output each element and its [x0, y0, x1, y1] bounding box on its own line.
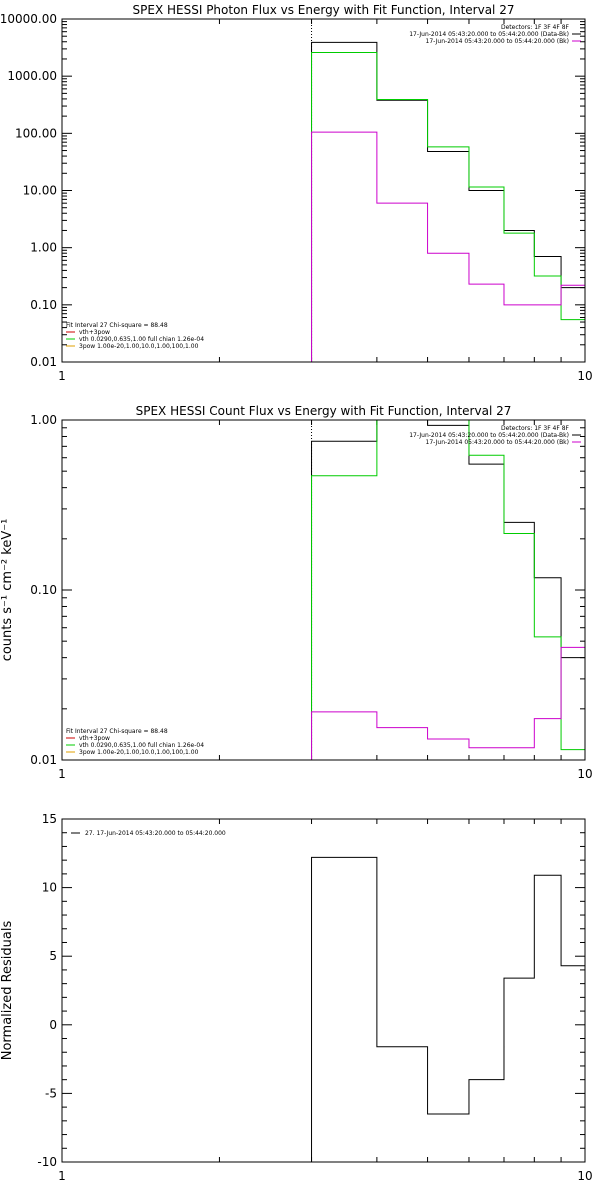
x-tick-label: 1 — [58, 1169, 66, 1183]
x-ticks — [61, 819, 586, 1162]
y-tick-label: 0.01 — [30, 355, 57, 369]
x-tick-label: 10 — [577, 767, 592, 781]
legend-fit-text: 3pow 1.00e-20,1.00,10.0,1.00,100,1.00 — [79, 343, 199, 350]
y-tick-label: 0.10 — [30, 298, 57, 312]
legend-top-text: Detectors: 1F 3F 4F 8F — [501, 24, 570, 31]
y-ticks — [62, 18, 585, 363]
y-tick-label: 1.00 — [30, 241, 57, 255]
series-1-line — [311, 420, 585, 760]
y-tick-label: -5 — [45, 1086, 57, 1100]
y-tick-label: 100.00 — [15, 126, 57, 140]
y-ticks — [62, 419, 585, 761]
y-tick-label: 10.00 — [23, 184, 57, 198]
y-tick-label: 5 — [49, 949, 57, 963]
legend-fit-text: vth 0.0290,0.635,1.00 full chian 1.26e-0… — [79, 742, 204, 749]
chart-title: SPEX HESSI Photon Flux vs Energy with Fi… — [133, 3, 515, 17]
y-axis-label: counts s⁻¹ cm⁻² keV⁻¹ — [0, 519, 15, 662]
series-3-line — [311, 646, 585, 760]
y-tick-label: 0 — [49, 1018, 57, 1032]
chart-panel-3: Normalized Residuals 1 10 -10 -5 0 5 10 15 27. 17… — [0, 812, 593, 1183]
y-tick-label: -10 — [37, 1155, 57, 1169]
x-tick-label: 10 — [577, 1169, 592, 1183]
y-tick-label: 10 — [42, 881, 57, 895]
series-1-line — [311, 41, 585, 362]
x-ticks — [61, 19, 586, 362]
series-3-line — [311, 131, 585, 362]
series-2-line — [311, 51, 585, 362]
legend-fit-text: vth 0.0290,0.635,1.00 full chian 1.26e-0… — [79, 336, 204, 343]
plot-frame — [61, 419, 586, 761]
chart-title: SPEX HESSI Count Flux vs Energy with Fit… — [136, 404, 512, 418]
legend-fit-header: Fit Interval 27 Chi-square = 88.48 — [66, 322, 168, 329]
legend-top-text: 17-Jun-2014 05:43:20.000 to 05:44:20.000… — [426, 38, 569, 45]
plot-frame — [61, 18, 586, 363]
legend-fit-text: vth+3pow — [79, 329, 110, 336]
x-ticks — [61, 420, 586, 760]
legend-top-text: 17-Jun-2014 05:43:20.000 to 05:44:20.000… — [409, 31, 569, 38]
chart-panel-2: SPEX HESSI Count Flux vs Energy with Fit… — [0, 404, 593, 781]
y-tick-label: 10000.00 — [0, 12, 57, 26]
legend-fit-text: 3pow 1.00e-20,1.00,10.0,1.00,100,1.00 — [79, 749, 199, 756]
y-tick-label: 1000.00 — [7, 69, 57, 83]
y-ticks — [62, 818, 585, 1163]
series-2-line — [311, 420, 585, 760]
y-tick-label: 15 — [42, 812, 57, 826]
y-tick-label: 1.00 — [30, 413, 57, 427]
series-1-line — [311, 856, 585, 1162]
x-tick-label: 1 — [58, 369, 66, 383]
series-group — [311, 856, 585, 1162]
legend-top-text: 17-Jun-2014 05:43:20.000 to 05:44:20.000… — [426, 439, 569, 446]
legend-fit-text: vth+3pow — [79, 735, 110, 742]
series-group — [311, 420, 585, 760]
legend-top-text: 27. 17-Jun-2014 05:43:20.000 to 05:44:20… — [85, 830, 226, 837]
plot-frame — [61, 818, 586, 1163]
chart-panel-1: SPEX HESSI Photon Flux vs Energy with Fi… — [0, 3, 593, 383]
legend-fit-header: Fit Interval 27 Chi-square = 88.48 — [66, 728, 168, 735]
legend-top-text: 17-Jun-2014 05:43:20.000 to 05:44:20.000… — [409, 432, 569, 439]
series-group — [311, 41, 585, 362]
y-axis-label: Normalized Residuals — [0, 921, 15, 1061]
legend-top-text: Detectors: 1F 3F 4F 8F — [501, 425, 570, 432]
x-tick-label: 1 — [58, 767, 66, 781]
y-tick-label: 0.01 — [30, 753, 57, 767]
y-tick-label: 0.10 — [30, 583, 57, 597]
x-tick-label: 10 — [577, 369, 592, 383]
